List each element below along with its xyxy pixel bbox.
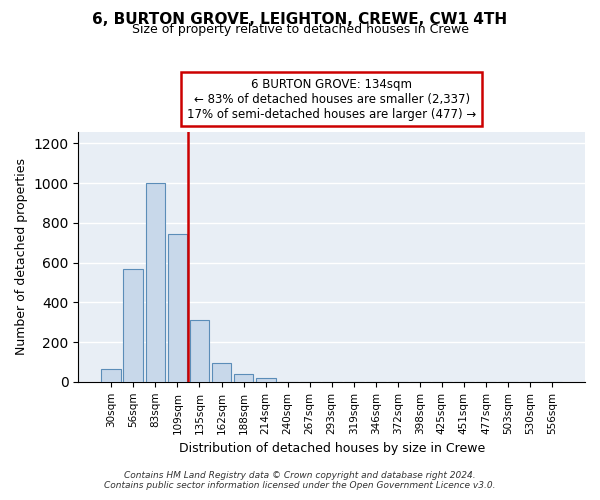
Text: 6, BURTON GROVE, LEIGHTON, CREWE, CW1 4TH: 6, BURTON GROVE, LEIGHTON, CREWE, CW1 4T… [92,12,508,28]
Bar [167,234,187,382]
Bar [233,374,253,382]
Bar [101,369,121,382]
Y-axis label: Number of detached properties: Number of detached properties [15,158,28,355]
Bar [256,378,275,382]
Text: 6 BURTON GROVE: 134sqm
← 83% of detached houses are smaller (2,337)
17% of semi-: 6 BURTON GROVE: 134sqm ← 83% of detached… [187,78,476,120]
Bar [124,268,143,382]
Text: Contains HM Land Registry data © Crown copyright and database right 2024.
Contai: Contains HM Land Registry data © Crown c… [104,470,496,490]
Text: Size of property relative to detached houses in Crewe: Size of property relative to detached ho… [131,22,469,36]
Bar [146,183,166,382]
Bar [190,320,209,382]
X-axis label: Distribution of detached houses by size in Crewe: Distribution of detached houses by size … [179,442,485,455]
Bar [212,363,232,382]
